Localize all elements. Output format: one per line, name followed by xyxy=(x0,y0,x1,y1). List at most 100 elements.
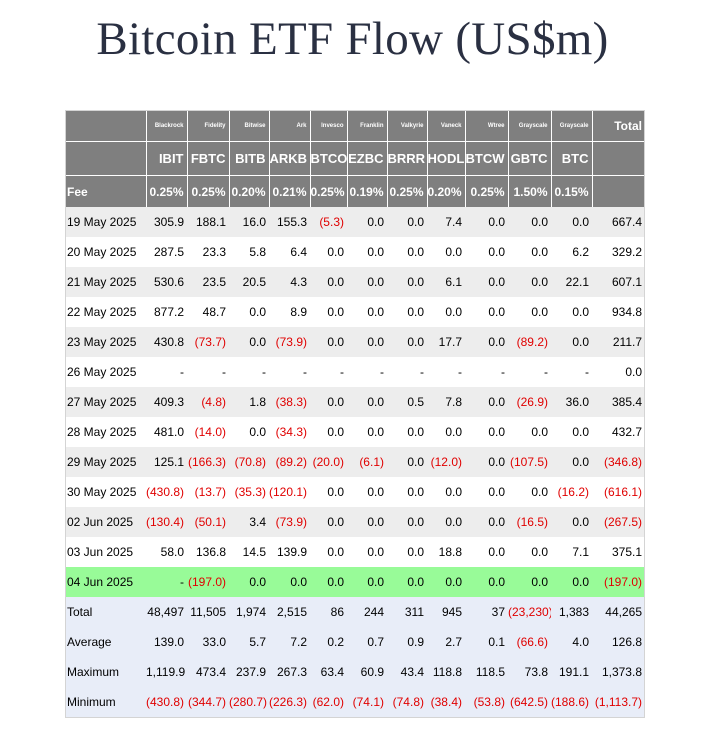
flow-value: (73.7) xyxy=(187,327,229,357)
flow-value: - xyxy=(187,357,229,387)
fee-value: 1.50% xyxy=(508,175,552,207)
summary-value: 7.2 xyxy=(269,627,310,657)
summary-value: 43.4 xyxy=(387,657,427,687)
row-date: 28 May 2025 xyxy=(65,417,146,447)
flow-value: 16.0 xyxy=(229,207,269,237)
total-column-header: Total xyxy=(592,110,645,142)
row-total: 375.1 xyxy=(592,537,645,567)
summary-row: Total 48,497 11,505 1,974 2,515 86 244 311 945 37… xyxy=(65,597,645,627)
header-corner-cell xyxy=(65,110,147,142)
flow-value: 0.0 xyxy=(551,567,592,597)
ticker-label: EZBC xyxy=(347,141,388,176)
flow-value: 0.0 xyxy=(387,507,427,537)
flow-value: 0.0 xyxy=(508,417,551,447)
flow-value: 0.0 xyxy=(347,207,387,237)
ticker-label: BTC xyxy=(551,141,593,176)
summary-value: 33.0 xyxy=(187,627,229,657)
table-row: 27 May 2025 409.3 (4.8) 1.8 (38.3) 0.0 0.0 0.5 7… xyxy=(65,387,645,417)
row-date: 20 May 2025 xyxy=(65,237,146,267)
fee-value: 0.25% xyxy=(465,175,509,207)
flow-value: 0.0 xyxy=(427,567,465,597)
row-total: 385.4 xyxy=(592,387,645,417)
flow-value: 7.8 xyxy=(427,387,465,417)
flow-value: 136.8 xyxy=(187,537,229,567)
flow-value: (16.2) xyxy=(551,477,592,507)
flow-value: - xyxy=(387,357,427,387)
summary-value: 0.9 xyxy=(387,627,427,657)
issuer-label: Grayscale xyxy=(508,110,552,142)
ticker-label: FBTC xyxy=(187,141,230,176)
summary-total: (1,113.7) xyxy=(592,687,645,717)
summary-value: (38.4) xyxy=(427,687,465,717)
flow-value: 0.0 xyxy=(387,567,427,597)
ticker-label: ARKB xyxy=(269,141,311,176)
issuer-label: Ark xyxy=(269,110,311,142)
flow-value: 0.0 xyxy=(508,567,551,597)
table-row: 03 Jun 2025 58.0 136.8 14.5 139.9 0.0 0.0 0.0 18… xyxy=(65,537,645,567)
flow-value: 0.0 xyxy=(465,477,508,507)
flow-value: 0.0 xyxy=(465,507,508,537)
flow-value: - xyxy=(269,357,310,387)
issuer-header-row: Blackrock Fidelity Bitwise Ark Invesco Frankl… xyxy=(65,110,645,142)
flow-value: - xyxy=(310,357,347,387)
flow-value: (20.0) xyxy=(310,447,347,477)
summary-value: (74.8) xyxy=(387,687,427,717)
fee-total-blank xyxy=(592,175,645,207)
row-date: 30 May 2025 xyxy=(65,477,146,507)
flow-value: 430.8 xyxy=(146,327,187,357)
flow-value: 0.0 xyxy=(347,327,387,357)
flow-value: 0.0 xyxy=(387,237,427,267)
fee-value: 0.15% xyxy=(551,175,593,207)
ticker-label: HODL xyxy=(427,141,466,176)
flow-value: (50.1) xyxy=(187,507,229,537)
table-row: 04 Jun 2025- (197.0) 0.0 0.0 0.0 0.0 0.0 0.0 0.0… xyxy=(65,567,645,597)
flow-value: 0.0 xyxy=(465,417,508,447)
flow-value: 18.8 xyxy=(427,537,465,567)
summary-value: 0.7 xyxy=(347,627,387,657)
flow-value: 287.5 xyxy=(146,237,187,267)
flow-value: 0.0 xyxy=(508,537,551,567)
flow-value: 0.0 xyxy=(465,567,508,597)
flow-value: (35.3) xyxy=(229,477,269,507)
row-total: 329.2 xyxy=(592,237,645,267)
summary-value: 2.7 xyxy=(427,627,465,657)
flow-value: 0.0 xyxy=(347,477,387,507)
flow-value: 22.1 xyxy=(551,267,592,297)
table-row: 29 May 2025 125.1 (166.3) (70.8) (89.2) (20.0… xyxy=(65,447,645,477)
flow-value: 0.0 xyxy=(310,567,347,597)
summary-value: 1,119.9 xyxy=(146,657,187,687)
fee-value: 0.20% xyxy=(427,175,466,207)
summary-value: 267.3 xyxy=(269,657,310,687)
flow-value: (166.3) xyxy=(187,447,229,477)
flow-value: 0.0 xyxy=(229,567,269,597)
ticker-label: BITB xyxy=(229,141,270,176)
row-date: 26 May 2025 xyxy=(65,357,146,387)
summary-label: Average xyxy=(65,627,146,657)
page-title: Bitcoin ETF Flow (US$m) xyxy=(96,13,609,65)
flow-value: 0.0 xyxy=(347,537,387,567)
flow-value: (430.8) xyxy=(146,477,187,507)
summary-value: (66.6) xyxy=(508,627,551,657)
row-date: 04 Jun 2025 xyxy=(65,567,146,597)
flow-value: 0.0 xyxy=(387,417,427,447)
flow-value: 0.0 xyxy=(465,207,508,237)
flow-value: 0.0 xyxy=(387,447,427,477)
row-total: (197.0) xyxy=(592,567,645,597)
table-row: 23 May 2025 430.8 (73.7) 0.0 (73.9) 0.0 0.0 0.0… xyxy=(65,327,645,357)
flow-value: 0.0 xyxy=(508,477,551,507)
table-row: 21 May 2025 530.6 23.5 20.5 4.3 0.0 0.0 0.0 6.1 0… xyxy=(65,267,645,297)
flow-value: (89.2) xyxy=(508,327,551,357)
flow-value: (14.0) xyxy=(187,417,229,447)
summary-value: 237.9 xyxy=(229,657,269,687)
flow-value: 0.0 xyxy=(465,237,508,267)
summary-value: (23,230) xyxy=(508,597,551,627)
flow-value: 0.0 xyxy=(269,567,310,597)
ticker-corner-cell xyxy=(65,141,147,176)
flow-value: 7.1 xyxy=(551,537,592,567)
flow-value: 0.0 xyxy=(387,537,427,567)
flow-value: 0.0 xyxy=(387,477,427,507)
summary-total: 1,373.8 xyxy=(592,657,645,687)
summary-value: 5.7 xyxy=(229,627,269,657)
summary-total: 44,265 xyxy=(592,597,645,627)
summary-value: 244 xyxy=(347,597,387,627)
